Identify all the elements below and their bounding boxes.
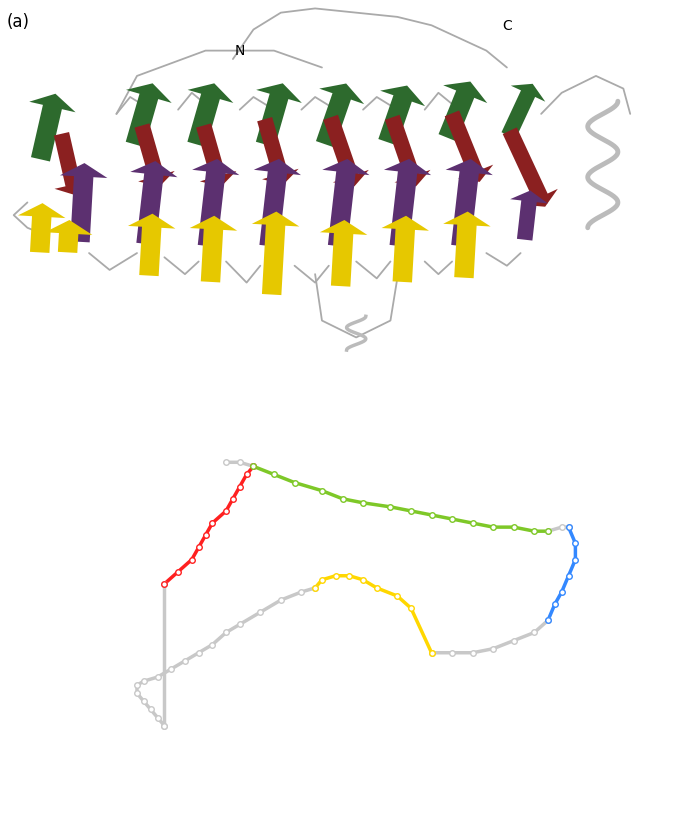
- Text: C: C: [502, 18, 512, 32]
- Text: 9.4 Å: 9.4 Å: [7, 585, 42, 599]
- Text: (b): (b): [14, 434, 37, 452]
- Text: PB3: PB3: [89, 498, 125, 516]
- Text: 22.5 Å: 22.5 Å: [338, 777, 382, 791]
- Text: L1: L1: [521, 729, 540, 747]
- Text: PB2: PB2: [377, 449, 416, 467]
- Text: PB1: PB1: [342, 611, 379, 629]
- Text: N: N: [234, 44, 245, 58]
- Text: PB1a: PB1a: [589, 575, 636, 593]
- Text: (a): (a): [7, 12, 30, 31]
- Text: L2: L2: [116, 733, 136, 751]
